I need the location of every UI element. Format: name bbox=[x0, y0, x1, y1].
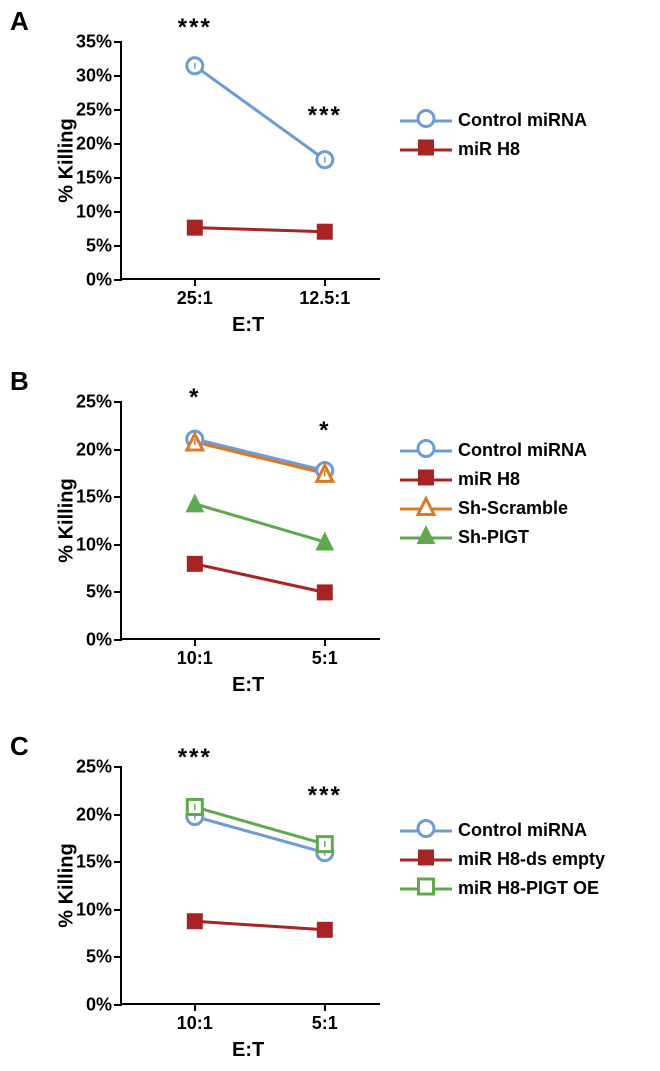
legend-item: Sh-Scramble bbox=[400, 498, 587, 519]
y-tick-label: 20% bbox=[76, 804, 122, 825]
y-tick-label: 0% bbox=[86, 995, 122, 1016]
significance-stars: * bbox=[189, 384, 200, 412]
y-axis-label: % Killing bbox=[56, 118, 79, 202]
plot-area-B: 0%5%10%15%20%25%10:15:1** bbox=[120, 402, 380, 640]
legend-item: Control miRNA bbox=[400, 820, 605, 841]
legend-marker bbox=[416, 876, 437, 902]
y-tick-label: 20% bbox=[76, 134, 122, 155]
y-tick-label: 15% bbox=[76, 852, 122, 873]
y-tick-label: 5% bbox=[86, 582, 122, 603]
legend-C: Control miRNA miR H8-ds empty miR H8-PIGT … bbox=[400, 820, 605, 907]
legend-swatch bbox=[400, 850, 452, 870]
series-line bbox=[195, 807, 325, 844]
plot-svg-B bbox=[122, 402, 382, 640]
legend-item: miR H8-ds empty bbox=[400, 849, 605, 870]
legend-item: Control miRNA bbox=[400, 110, 587, 131]
series-line bbox=[195, 921, 325, 930]
significance-stars: *** bbox=[178, 14, 212, 42]
series-line bbox=[195, 504, 325, 542]
y-tick-label: 15% bbox=[76, 487, 122, 508]
legend-item: miR H8 bbox=[400, 469, 587, 490]
series-line bbox=[195, 817, 325, 853]
legend-swatch bbox=[400, 528, 452, 548]
y-axis-label: % Killing bbox=[56, 843, 79, 927]
legend-label: Sh-Scramble bbox=[458, 498, 568, 519]
significance-stars: *** bbox=[308, 782, 342, 810]
legend-marker bbox=[415, 495, 437, 522]
x-tick-label: 12.5:1 bbox=[299, 278, 350, 309]
legend-marker bbox=[417, 848, 436, 872]
legend-swatch bbox=[400, 111, 452, 131]
series-line bbox=[195, 442, 325, 473]
legend-label: miR H8 bbox=[458, 139, 520, 160]
legend-item: Sh-PIGT bbox=[400, 527, 587, 548]
legend-swatch bbox=[400, 499, 452, 519]
panel-A: A0%5%10%15%20%25%30%35%25:112.5:1******%… bbox=[0, 0, 660, 350]
legend-marker bbox=[416, 525, 436, 550]
y-tick-label: 25% bbox=[76, 100, 122, 121]
legend-label: Sh-PIGT bbox=[458, 527, 529, 548]
legend-swatch bbox=[400, 140, 452, 160]
legend-item: Control miRNA bbox=[400, 440, 587, 461]
plot-area-C: 0%5%10%15%20%25%10:15:1****** bbox=[120, 767, 380, 1005]
plot-area-A: 0%5%10%15%20%25%30%35%25:112.5:1****** bbox=[120, 42, 380, 280]
x-tick-label: 10:1 bbox=[177, 1003, 213, 1034]
plot-svg-C bbox=[122, 767, 382, 1005]
panel-label-B: B bbox=[10, 366, 29, 397]
x-tick-label: 25:1 bbox=[177, 278, 213, 309]
legend-swatch bbox=[400, 879, 452, 899]
legend-marker bbox=[415, 107, 437, 134]
panel-B: B0%5%10%15%20%25%10:15:1**% KillingE:TCo… bbox=[0, 360, 660, 720]
y-tick-label: 5% bbox=[86, 947, 122, 968]
y-tick-label: 10% bbox=[76, 534, 122, 555]
legend-item: miR H8 bbox=[400, 139, 587, 160]
series-line bbox=[195, 66, 325, 160]
y-tick-label: 0% bbox=[86, 630, 122, 651]
x-axis-label: E:T bbox=[232, 314, 264, 337]
legend-label: miR H8-PIGT OE bbox=[458, 878, 599, 899]
legend-A: Control miRNA miR H8 bbox=[400, 110, 587, 168]
significance-stars: *** bbox=[308, 102, 342, 130]
y-axis-label: % Killing bbox=[56, 478, 79, 562]
legend-label: Control miRNA bbox=[458, 820, 587, 841]
plot-svg-A bbox=[122, 42, 382, 280]
y-tick-label: 25% bbox=[76, 392, 122, 413]
legend-label: miR H8 bbox=[458, 469, 520, 490]
significance-stars: * bbox=[319, 417, 330, 445]
legend-marker bbox=[415, 817, 437, 844]
y-tick-label: 5% bbox=[86, 236, 122, 257]
x-tick-label: 5:1 bbox=[312, 638, 338, 669]
x-tick-label: 10:1 bbox=[177, 638, 213, 669]
x-axis-label: E:T bbox=[232, 1039, 264, 1062]
legend-swatch bbox=[400, 441, 452, 461]
y-tick-label: 25% bbox=[76, 757, 122, 778]
y-tick-label: 35% bbox=[76, 32, 122, 53]
y-tick-label: 20% bbox=[76, 439, 122, 460]
legend-label: miR H8-ds empty bbox=[458, 849, 605, 870]
x-tick-label: 5:1 bbox=[312, 1003, 338, 1034]
panel-C: C0%5%10%15%20%25%10:15:1******% KillingE… bbox=[0, 725, 660, 1071]
y-tick-label: 30% bbox=[76, 66, 122, 87]
x-axis-label: E:T bbox=[232, 674, 264, 697]
y-tick-label: 10% bbox=[76, 202, 122, 223]
legend-label: Control miRNA bbox=[458, 440, 587, 461]
legend-swatch bbox=[400, 470, 452, 490]
figure-container: A0%5%10%15%20%25%30%35%25:112.5:1******%… bbox=[0, 0, 660, 1071]
legend-label: Control miRNA bbox=[458, 110, 587, 131]
series-line bbox=[195, 439, 325, 470]
legend-B: Control miRNA miR H8 Sh-Scramble Sh-PIGT bbox=[400, 440, 587, 556]
y-tick-label: 10% bbox=[76, 899, 122, 920]
legend-marker bbox=[415, 437, 437, 464]
legend-marker bbox=[417, 138, 436, 162]
legend-swatch bbox=[400, 821, 452, 841]
series-line bbox=[195, 564, 325, 593]
legend-item: miR H8-PIGT OE bbox=[400, 878, 605, 899]
significance-stars: *** bbox=[178, 744, 212, 772]
series-line bbox=[195, 228, 325, 232]
legend-marker bbox=[417, 468, 436, 492]
panel-label-C: C bbox=[10, 731, 29, 762]
y-tick-label: 0% bbox=[86, 270, 122, 291]
y-tick-label: 15% bbox=[76, 168, 122, 189]
panel-label-A: A bbox=[10, 6, 29, 37]
